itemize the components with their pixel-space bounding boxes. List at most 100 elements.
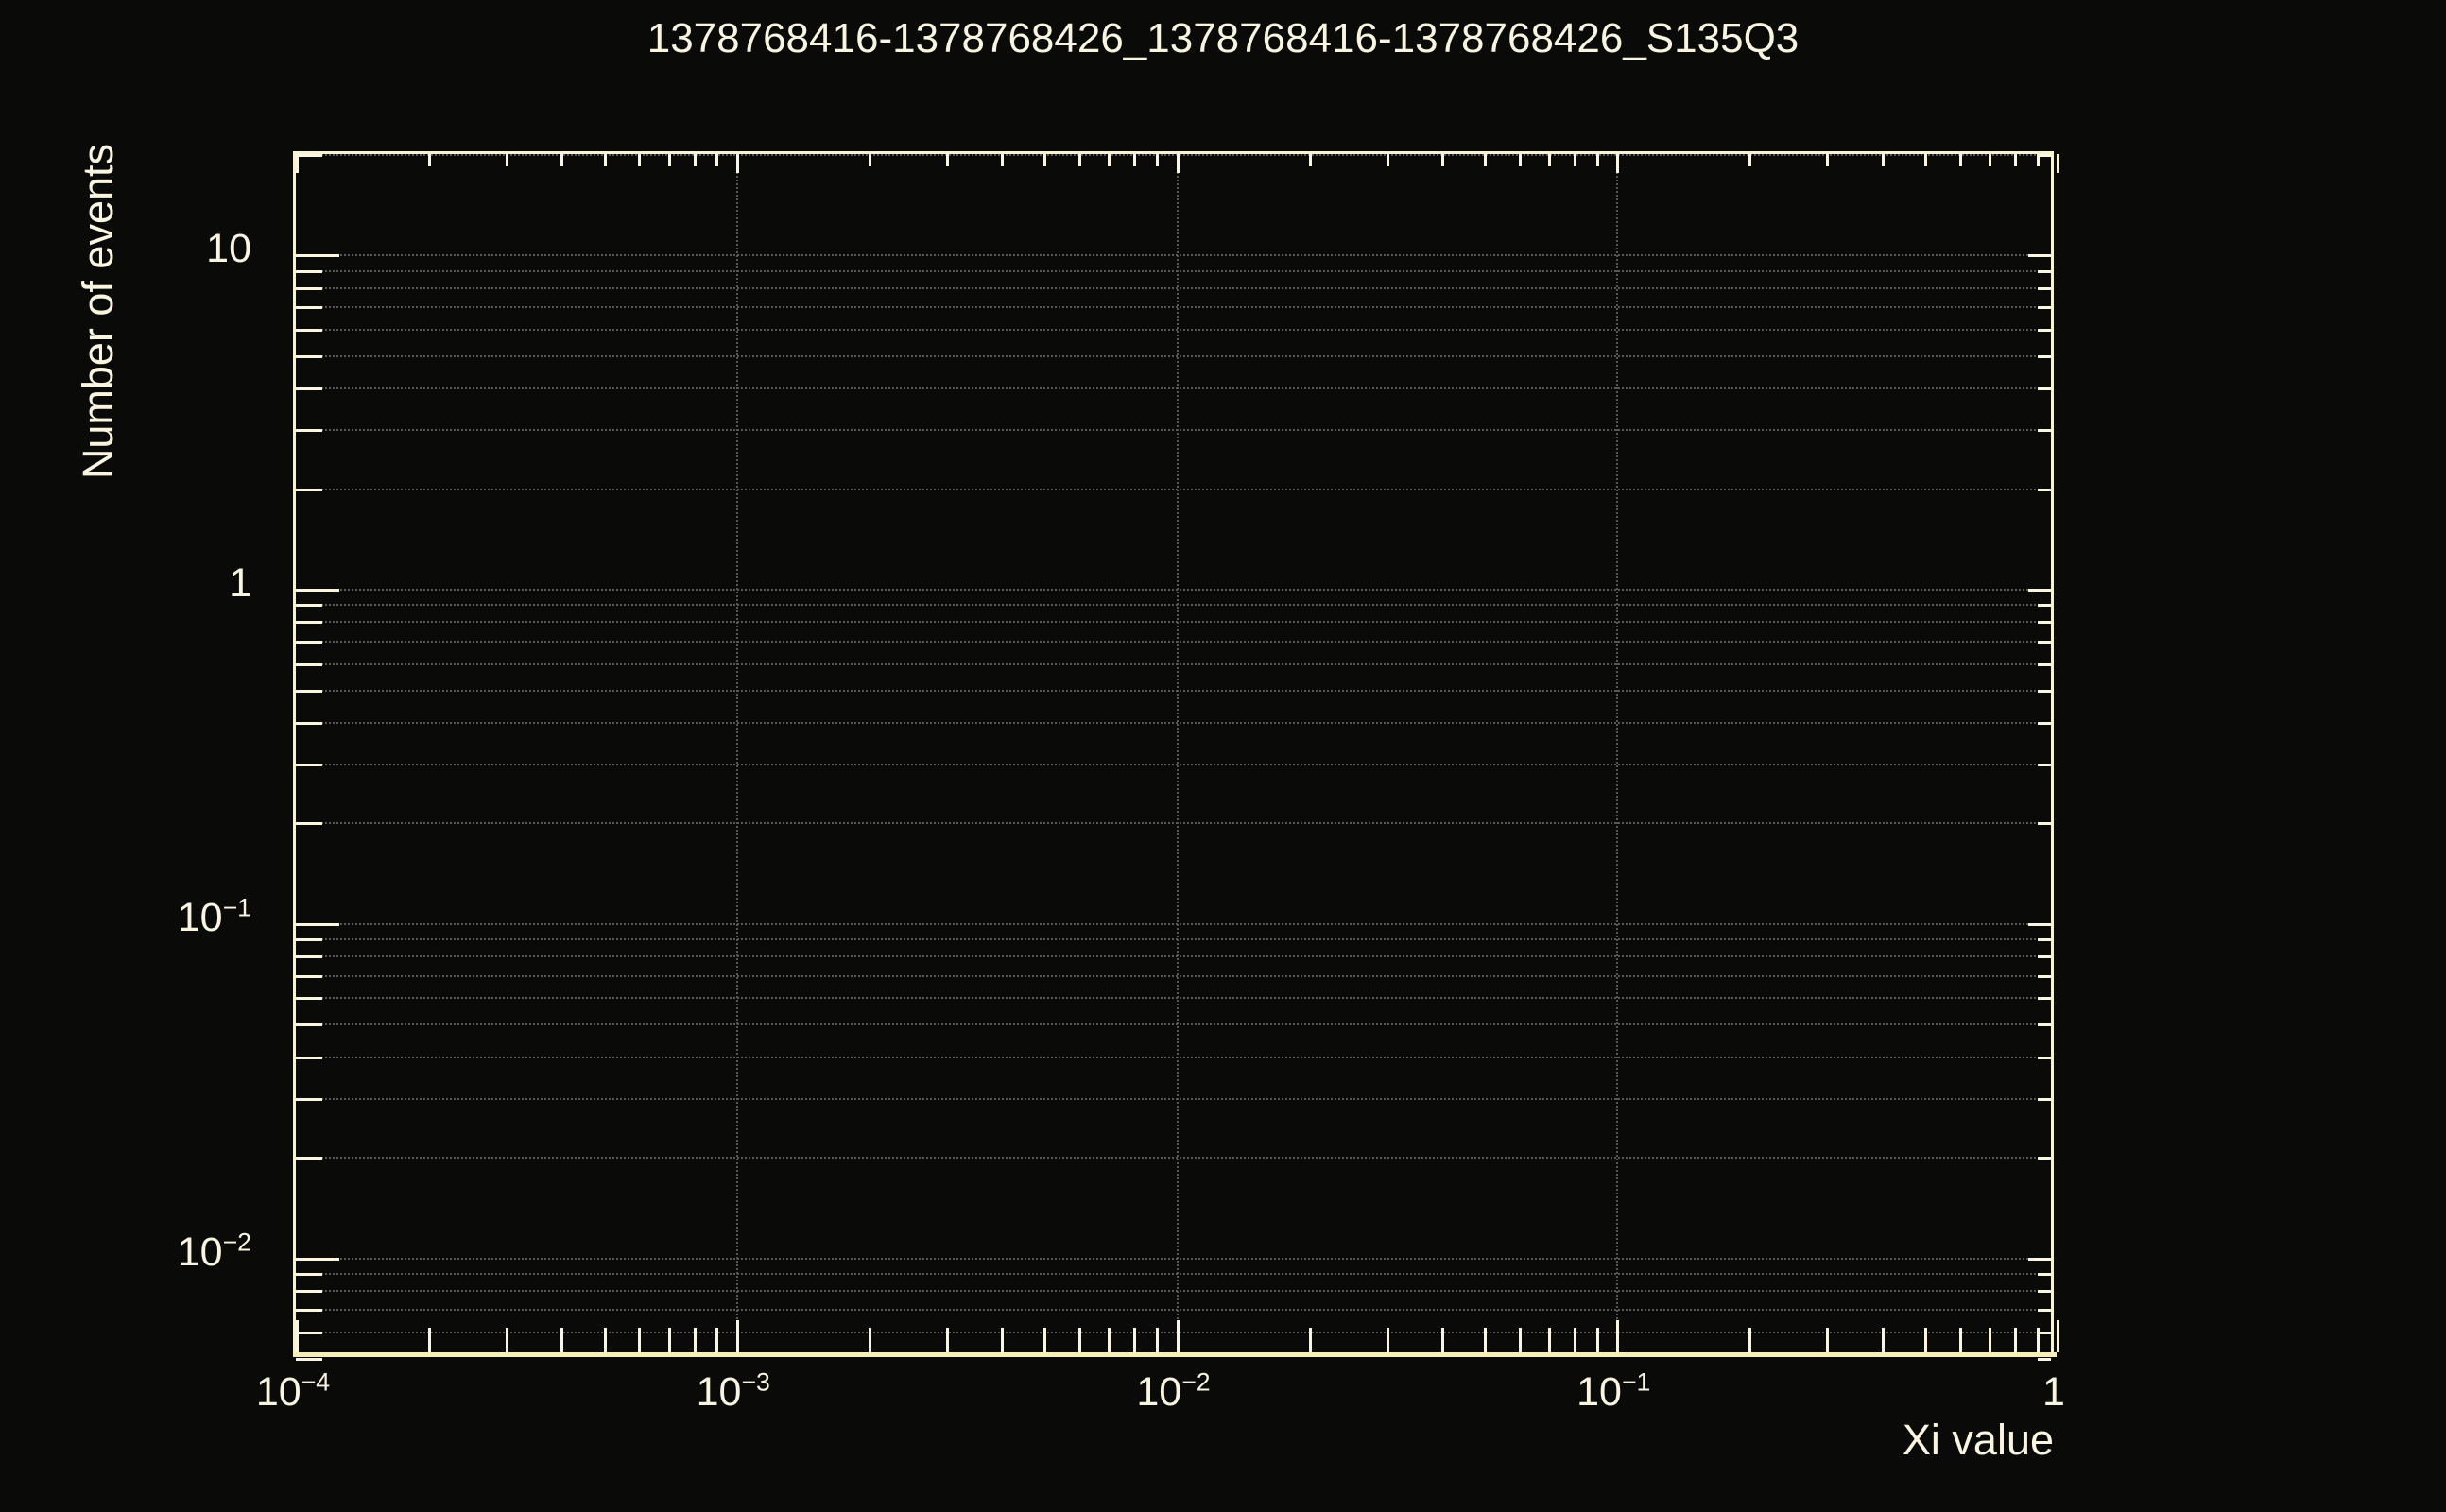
- tick-y-minor: [296, 488, 322, 491]
- tick-x-top: [1043, 154, 1047, 166]
- tick-x-minor: [667, 1328, 671, 1352]
- tick-x-minor: [1043, 1328, 1047, 1352]
- tick-y-right: [2038, 1097, 2051, 1101]
- y-axis-tick-label: 10−1: [177, 894, 251, 940]
- tick-x-major: [735, 1320, 739, 1352]
- tick-y-minor: [296, 1289, 322, 1293]
- tick-x-top: [560, 154, 564, 166]
- tick-label-exponent: −2: [222, 1228, 251, 1257]
- tick-y-minor: [296, 328, 322, 332]
- tick-x-minor: [1881, 1328, 1885, 1352]
- tick-x-top: [1826, 154, 1830, 166]
- tick-x-top: [1176, 154, 1180, 173]
- tick-y-minor: [296, 1309, 322, 1313]
- tick-y-minor: [296, 997, 322, 1001]
- tick-label-mantissa: 10: [255, 1369, 301, 1415]
- tick-label-exponent: −3: [741, 1367, 770, 1397]
- tick-x-minor: [1548, 1328, 1552, 1352]
- tick-y-minor: [296, 1056, 322, 1059]
- tick-x-minor: [945, 1328, 949, 1352]
- tick-x-top: [1616, 154, 1620, 173]
- tick-x-minor: [1484, 1328, 1488, 1352]
- tick-y-minor: [296, 822, 322, 826]
- tick-y-minor: [296, 640, 322, 644]
- tick-y-minor: [296, 1023, 322, 1027]
- tick-x-minor: [1826, 1328, 1830, 1352]
- page-title: 1378768416-1378768426_1378768416-1378768…: [646, 15, 1800, 61]
- tick-y-minor: [296, 269, 322, 273]
- tick-x-minor: [603, 1328, 607, 1352]
- tick-label-exponent: −4: [301, 1367, 331, 1397]
- tick-x-minor: [428, 1328, 432, 1352]
- tick-x-minor: [1078, 1328, 1082, 1352]
- y-axis-title: Number of events: [74, 144, 122, 480]
- tick-label-exponent: −1: [222, 893, 251, 922]
- plot-frame: [293, 151, 2059, 1361]
- tick-x-top: [638, 154, 642, 166]
- tick-y-minor: [296, 955, 322, 959]
- tick-x-minor: [1156, 1328, 1160, 1352]
- tick-y-right: [2038, 621, 2051, 625]
- tick-y-minor: [296, 1097, 322, 1101]
- tick-y-right: [2038, 286, 2051, 290]
- tick-y-right: [2038, 822, 2051, 826]
- tick-x-top: [296, 154, 299, 173]
- tick-x-top: [1595, 154, 1599, 166]
- x-axis-tick-label: 10−2: [1136, 1369, 1210, 1413]
- tick-label-mantissa: 1: [229, 560, 251, 607]
- tick-x-minor: [2036, 1328, 2040, 1352]
- tick-y-major: [296, 1257, 339, 1261]
- tick-x-top: [1923, 154, 1927, 166]
- tick-y-major: [296, 589, 339, 593]
- tick-y-minor: [296, 1272, 322, 1276]
- tick-y-minor: [296, 938, 322, 942]
- tick-x-minor: [1574, 1328, 1577, 1352]
- tick-y-right: [2038, 1272, 2051, 1276]
- tick-x-minor: [1440, 1328, 1444, 1352]
- tick-x-minor: [1133, 1328, 1137, 1352]
- tick-x-minor: [1748, 1328, 1752, 1352]
- x-axis-tick-label: 10−4: [255, 1369, 330, 1415]
- tick-y-right: [2038, 306, 2051, 310]
- tick-y-right: [2038, 640, 2051, 644]
- tick-label-mantissa: 10: [696, 1369, 742, 1415]
- tick-y-right: [2038, 1309, 2051, 1313]
- tick-y-right: [2038, 429, 2051, 433]
- plot-data-area: [296, 154, 2051, 1352]
- tick-x-major: [1616, 1320, 1620, 1352]
- tick-y-right: [2038, 1056, 2051, 1059]
- tick-y-major: [296, 254, 339, 258]
- tick-y-right: [2028, 1257, 2051, 1261]
- x-axis-title: Xi value: [1902, 1416, 2054, 1464]
- tick-y-minor: [296, 354, 322, 358]
- tick-x-top: [428, 154, 432, 166]
- tick-x-minor: [1923, 1328, 1927, 1352]
- x-axis-tick-label: 1: [2042, 1372, 2065, 1413]
- tick-y-right: [2038, 662, 2051, 666]
- tick-x-top: [1386, 154, 1389, 166]
- tick-y-minor: [296, 306, 322, 310]
- tick-label-mantissa: 10: [177, 894, 223, 940]
- tick-x-minor: [715, 1328, 719, 1352]
- y-axis-tick-label: 10−2: [178, 1229, 251, 1273]
- tick-x-top: [1748, 154, 1752, 166]
- tick-y-right: [2038, 604, 2051, 608]
- tick-x-minor: [2013, 1328, 2017, 1352]
- tick-y-right: [2038, 938, 2051, 942]
- tick-y-minor: [296, 662, 322, 666]
- tick-x-major: [296, 1320, 299, 1352]
- tick-x-major: [2057, 1320, 2059, 1352]
- tick-x-top: [667, 154, 671, 166]
- tick-x-minor: [1108, 1328, 1111, 1352]
- tick-y-minor: [296, 286, 322, 290]
- tick-y-minor: [296, 764, 322, 767]
- tick-y-minor: [296, 604, 322, 608]
- tick-x-minor: [693, 1328, 697, 1352]
- tick-y-right: [2038, 955, 2051, 959]
- y-axis-tick-label: 10: [206, 229, 251, 269]
- tick-y-right: [2038, 764, 2051, 767]
- tick-y-minor: [296, 689, 322, 693]
- tick-y-right: [2038, 689, 2051, 693]
- tick-x-top: [1484, 154, 1488, 166]
- tick-y-right: [2038, 1157, 2051, 1160]
